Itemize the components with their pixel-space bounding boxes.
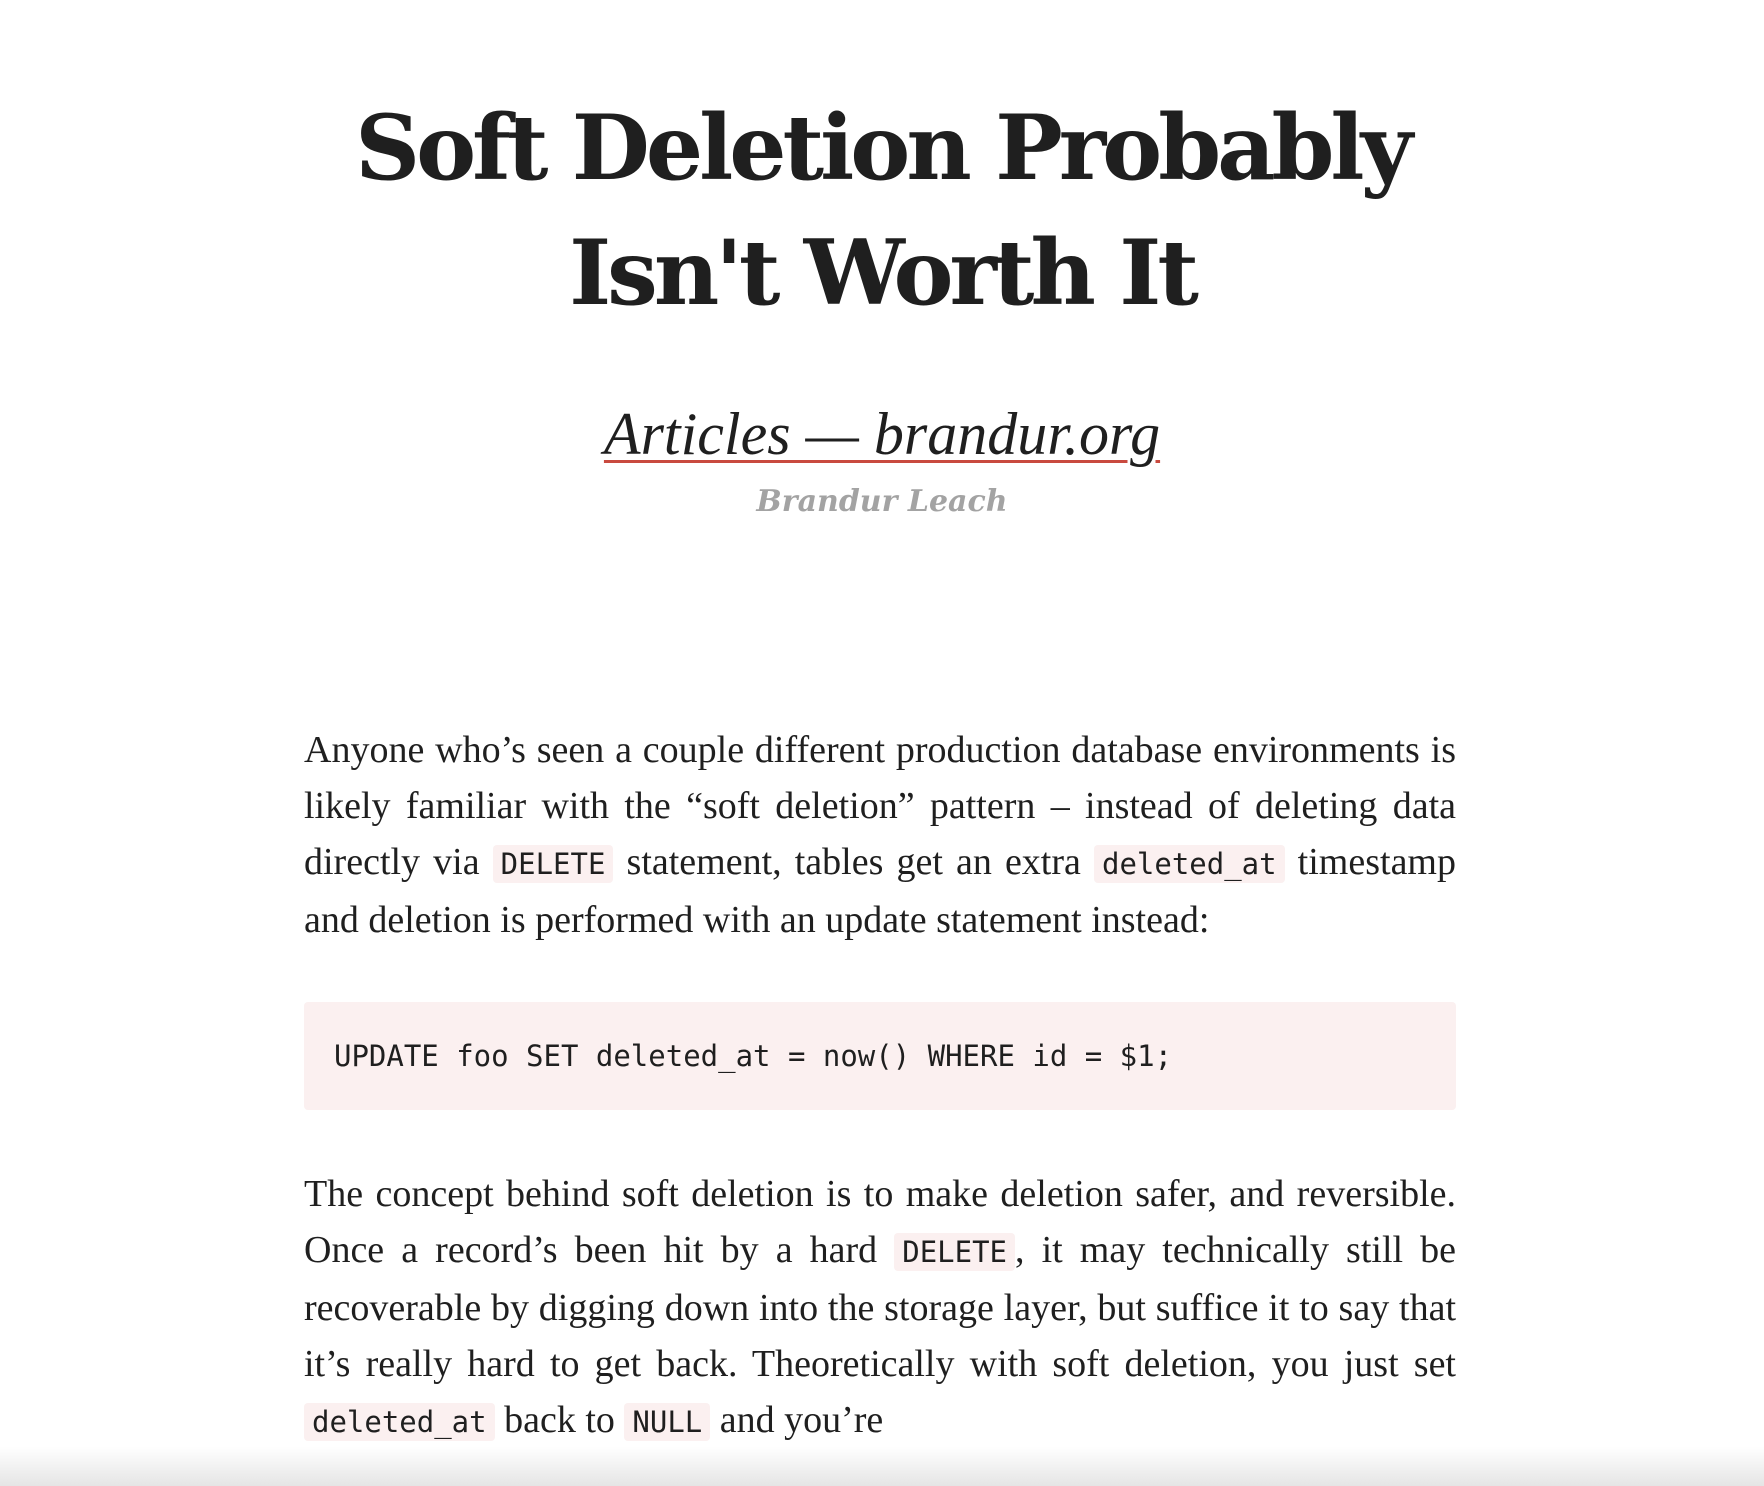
inline-code: deleted_at (304, 1403, 495, 1441)
author-name: Brandur Leach (756, 484, 1008, 519)
paragraph-text: The concept behind soft deletion is to m… (304, 1173, 1456, 1271)
inline-code: NULL (624, 1403, 711, 1441)
paragraph-text: , it may technically still be recoverabl… (304, 1229, 1456, 1385)
inline-code: DELETE (894, 1233, 1016, 1271)
article-title-line-1: Soft Deletion Probably (355, 95, 1413, 201)
code-block-content: UPDATE foo SET deleted_at = now() WHERE … (334, 1039, 1173, 1073)
paragraph-1: Anyone who’s seen a couple different pro… (304, 722, 1456, 948)
bottom-shadow (0, 1446, 1764, 1486)
article-title: Soft Deletion Probably Isn't Worth It (0, 86, 1764, 336)
paragraph-2: The concept behind soft deletion is to m… (304, 1166, 1456, 1450)
paragraph-text: Anyone who’s seen a couple different pro… (304, 729, 1456, 883)
article-body: Anyone who’s seen a couple different pro… (304, 722, 1456, 1450)
code-block: UPDATE foo SET deleted_at = now() WHERE … (304, 1002, 1456, 1110)
paragraph-text: back to (494, 1399, 625, 1441)
site-link[interactable]: Articles — brandur.org (603, 401, 1161, 467)
inline-code: DELETE (492, 845, 614, 883)
paragraph-text: and you’re (710, 1399, 884, 1441)
paragraph-text: timestamp and deletion is performed with… (304, 841, 1456, 941)
article-title-line-2: Isn't Worth It (569, 220, 1199, 326)
inline-code: deleted_at (1093, 845, 1285, 883)
paragraph-text: statement, tables get an extra (613, 841, 1094, 883)
site-link-container: Articles — brandur.org (0, 398, 1764, 470)
